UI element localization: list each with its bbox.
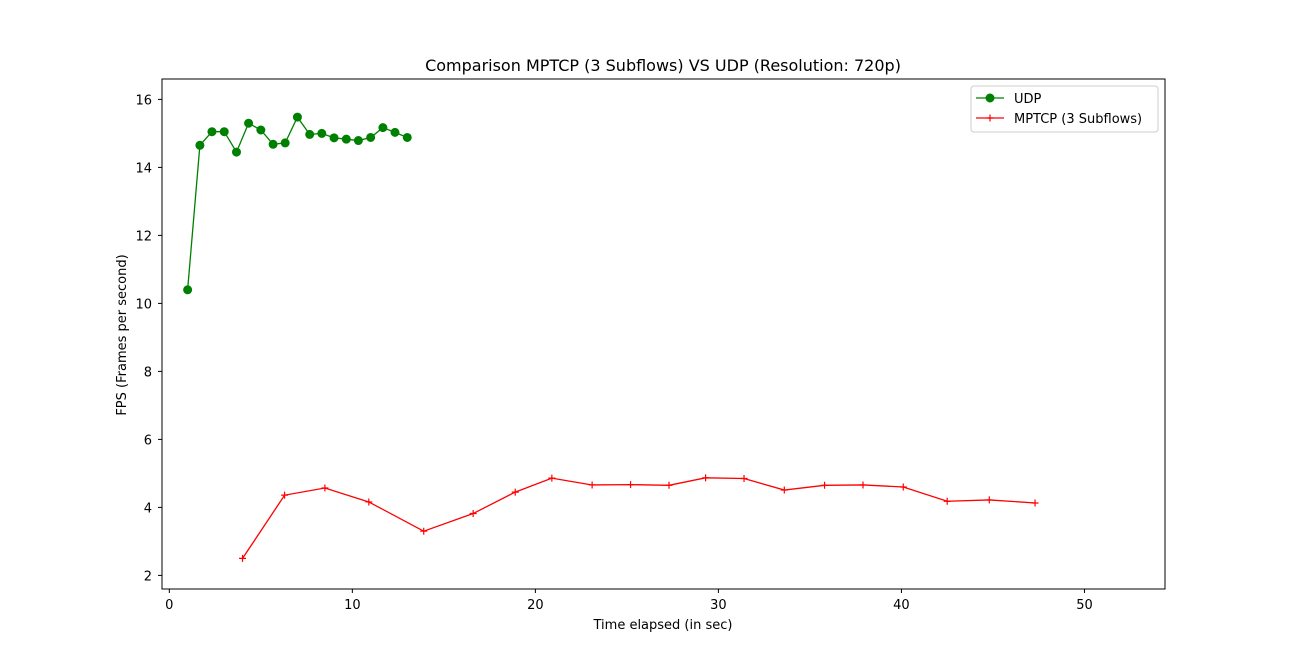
x-tick-label: 40 [893, 598, 910, 613]
data-point [548, 474, 556, 482]
data-point [183, 285, 193, 295]
chart-title: Comparison MPTCP (3 Subflows) VS UDP (Re… [425, 56, 901, 75]
data-point [366, 132, 376, 142]
plot-frame [161, 78, 1166, 590]
y-tick-label: 4 [144, 501, 152, 516]
data-point [281, 491, 289, 499]
x-tick-label: 50 [1076, 598, 1093, 613]
x-tick-label: 30 [710, 598, 727, 613]
series-line [186, 115, 408, 290]
data-point [321, 484, 329, 492]
data-point [511, 488, 519, 496]
data-point [588, 481, 596, 489]
data-point [390, 127, 400, 137]
x-axis-label: Time elapsed (in sec) [593, 618, 733, 633]
legend-item: MPTCP (3 Subflows) [976, 112, 1142, 127]
data-point [231, 147, 241, 157]
data-point [305, 129, 315, 139]
y-axis: 2 4 6 8 10 12 14 16 [135, 93, 162, 584]
data-point [420, 527, 428, 535]
y-tick-label: 16 [135, 93, 152, 108]
series-mptcp [239, 474, 1039, 562]
x-axis: 0 10 20 30 40 50 [165, 589, 1093, 613]
data-point [943, 497, 951, 505]
y-tick-label: 8 [144, 365, 152, 380]
data-point [378, 123, 388, 133]
data-point [365, 498, 373, 506]
data-point [665, 481, 673, 489]
data-point [244, 118, 254, 128]
data-point [740, 475, 748, 482]
data-point [195, 140, 205, 150]
data-point [469, 510, 477, 518]
legend-label: MPTCP (3 Subflows) [1014, 112, 1142, 127]
data-point [219, 127, 229, 137]
data-point [859, 481, 867, 489]
data-point [239, 554, 247, 562]
data-point [985, 496, 993, 504]
legend-box [970, 85, 1159, 133]
data-point [899, 483, 907, 491]
y-tick-label: 14 [135, 161, 152, 176]
data-point [268, 139, 278, 149]
data-point [280, 138, 290, 148]
x-tick-label: 10 [344, 598, 361, 613]
legend-item: UDP [976, 92, 1042, 107]
series-udp [183, 112, 412, 295]
plot-area [183, 112, 1039, 562]
data-point [402, 132, 412, 142]
data-point [329, 133, 339, 143]
data-point [207, 127, 217, 137]
y-tick-label: 12 [135, 229, 152, 244]
data-point [821, 481, 829, 489]
data-point [353, 136, 363, 146]
data-point [256, 125, 266, 135]
data-point [702, 474, 710, 482]
y-tick-label: 10 [135, 297, 152, 312]
data-point [341, 134, 351, 144]
data-point [627, 481, 635, 489]
legend: UDP MPTCP (3 Subflows) [970, 85, 1159, 133]
x-tick-label: 20 [527, 598, 544, 613]
data-point [780, 486, 788, 494]
y-tick-label: 2 [144, 569, 152, 584]
y-axis-label: FPS (Frames per second) [115, 254, 130, 415]
data-point [1031, 499, 1039, 507]
x-tick-label: 0 [165, 598, 173, 613]
legend-marker [985, 93, 995, 103]
data-point [292, 112, 302, 122]
legend-marker [986, 114, 994, 122]
data-point [317, 128, 327, 138]
series-line [241, 477, 1036, 559]
legend-label: UDP [1014, 92, 1042, 107]
y-tick-label: 6 [144, 433, 152, 448]
